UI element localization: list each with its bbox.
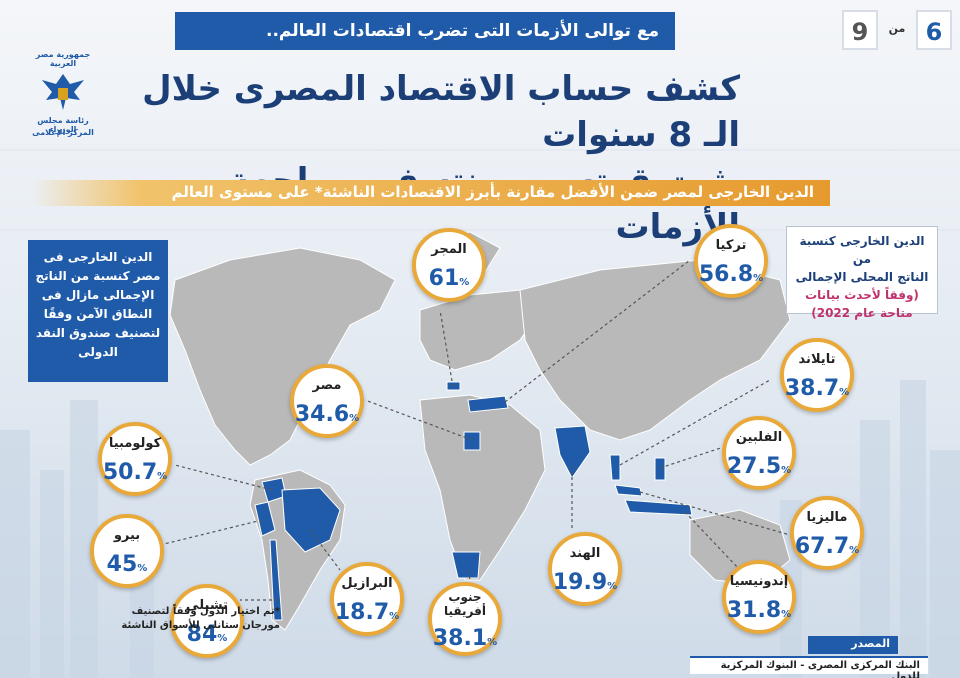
bubble-indonesia: إندونيسيا 31.8% [722,560,796,634]
info-right-line2: الناتج المحلى الإجمالى [795,270,929,284]
page-total: 9 [842,10,878,50]
info-box-right: الدين الخارجى كنسبة من الناتج المحلى الإ… [786,226,938,320]
thailand-highlight [609,454,621,481]
bubble-hungary: المجر 61% [412,228,486,302]
bubble-malaysia: ماليزيا 67.7% [790,496,864,570]
info-right-note1: (وفقاً لأحدث بيانات [805,288,919,302]
india-highlight [554,425,591,479]
source-text: البنك المركزى المصرى - البنوك المركزية ل… [690,656,928,678]
page-counter: 9 من 6 [842,10,952,50]
malaysia-highlight [614,484,643,497]
indonesia-highlight [624,499,693,516]
bubble-south-africa: جنوب أفريقيا 38.1% [428,582,502,656]
bubble-chile: تشيلى 84% [170,584,244,658]
subtitle-bar-fade [30,180,140,206]
south-africa-highlight [451,551,481,579]
peru-highlight [254,501,276,537]
hungary-highlight [446,381,461,391]
info-right-note2: متاحة عام 2022) [811,306,913,320]
source-label: المصدر [808,636,898,654]
page-of-label: من [888,22,906,35]
bubble-egypt: مصر 34.6% [290,364,364,438]
philippines-highlight [654,457,666,481]
bubble-india: الهند 19.9% [548,532,622,606]
europe-shape [419,289,546,371]
bubble-peru: بيرو 45% [90,514,164,588]
bubble-brazil: البرازيل 18.7% [330,562,404,636]
turkey-highlight [467,395,509,413]
chile-highlight [269,539,283,621]
logo-cabinet-text: رئاسة مجلس الوزراء [37,116,89,134]
bubble-turkey: تركيا 56.8% [694,224,768,298]
cabinet-logo: جمهورية مصر العربية رئاسة مجلس الوزراء ا… [28,50,98,138]
bubble-thailand: تايلاند 38.7% [780,338,854,412]
logo-gov-text: جمهورية مصر العربية [35,50,91,68]
egypt-highlight [463,431,481,451]
eagle-emblem-icon [42,74,84,110]
title-line-1: كشف حساب الاقتصاد المصرى خلال الـ 8 سنوا… [142,69,740,155]
bubble-philippines: الفلبين 27.5% [722,416,796,490]
bubble-colombia: كولومبيا 50.7% [98,422,172,496]
info-box-left: الدين الخارجى فى مصر كنسبة من الناتج الإ… [28,240,168,382]
subtitle-bar: الدين الخارجى لمصر ضمن الأفضل مقارنة بأب… [140,180,830,206]
page-current: 6 [916,10,952,50]
africa-shape [419,394,546,581]
info-right-line1: الدين الخارجى كنسبة من [799,234,925,266]
top-banner: مع توالى الأزمات التى تضرب اقتصادات العا… [175,12,675,50]
north-america-shape [169,247,396,466]
footnote: *تم اختيار الدول وفقاً لتصنيف مورجان ستا… [121,606,280,631]
world-map [159,231,791,631]
logo-center-text: المركز الإعلامى [32,128,94,137]
brazil-highlight [281,487,341,553]
